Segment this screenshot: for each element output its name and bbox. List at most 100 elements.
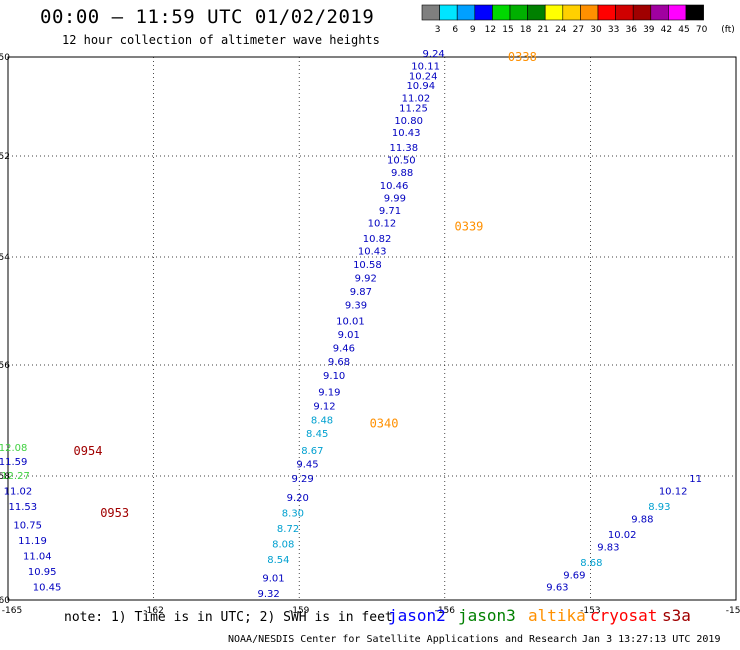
swh-value: 11.19 [18, 536, 47, 547]
y-tick-label: -56 [0, 361, 10, 371]
swh-value: 11.59 [0, 457, 27, 468]
pass-time-label: 0340 [370, 416, 399, 430]
swh-value: 9.63 [546, 583, 568, 594]
swh-value: 8.08 [272, 539, 294, 550]
swh-value: 9.88 [391, 168, 413, 179]
swh-value: 11.38 [389, 143, 418, 154]
swh-value: 11.02 [402, 94, 431, 105]
swh-value: 10.12 [368, 219, 397, 230]
swh-value: 11.53 [8, 502, 37, 513]
swh-value: 10.45 [33, 583, 62, 594]
swh-value: 11 [689, 474, 702, 485]
satellite-cryosat: cryosat [590, 606, 658, 625]
y-tick-label: -58 [0, 472, 10, 482]
swh-value: 9.68 [328, 357, 350, 368]
swh-value: 8.68 [580, 558, 602, 569]
swh-value: 10.75 [13, 521, 42, 532]
swh-value: 8.72 [277, 524, 299, 535]
satellite-jason2: jason2 [388, 606, 446, 625]
y-tick-label: -60 [0, 596, 10, 606]
legend-swatch-70 [685, 4, 704, 21]
swh-value: 10.80 [394, 116, 423, 127]
swh-value: 8.48 [311, 415, 333, 426]
swh-value: 10.95 [28, 567, 57, 578]
swh-value: 10.24 [409, 71, 438, 82]
legend-label-39: 39 [643, 25, 655, 35]
swh-points: 9.2410.1110.2410.9411.0211.2510.8010.431… [0, 49, 702, 600]
swh-value: 10.43 [358, 246, 387, 257]
map-frame [7, 56, 737, 601]
color-legend: 3 6 9 12 15 18 21 24 27 30 33 36 39 42 45 70 (ft) [421, 4, 735, 35]
swh-value: 9.29 [291, 474, 313, 485]
swh-value: 11.04 [23, 552, 52, 563]
x-tick-label: -165 [2, 606, 22, 616]
swh-value: 9.32 [258, 589, 280, 600]
generated-timestamp: Jan 3 13:27:13 UTC 2019 [582, 634, 721, 645]
y-tick-label: -52 [0, 152, 10, 162]
swh-value: 9.46 [333, 344, 355, 355]
legend-label-24: 24 [555, 25, 567, 35]
swh-value: 10.43 [392, 128, 421, 139]
pass-time-label: 0338 [508, 50, 537, 64]
swh-value: 11.25 [399, 103, 428, 114]
swh-value: 9.01 [262, 573, 284, 584]
legend-unit: (ft) [721, 25, 735, 35]
x-tick-label: -159 [289, 606, 310, 616]
swh-value: 8.45 [306, 429, 328, 440]
legend-label-9: 9 [470, 25, 476, 35]
credit-line: NOAA/NESDIS Center for Satellite Applica… [228, 634, 578, 645]
x-tick-label: -162 [143, 606, 163, 616]
swh-value: 9.39 [345, 300, 367, 311]
swh-value: 12.08 [0, 443, 27, 454]
legend-label-36: 36 [625, 25, 637, 35]
swh-value: 9.19 [318, 388, 340, 399]
grid-lines [8, 57, 736, 600]
satellite-s3a: s3a [662, 606, 691, 625]
legend-label-30: 30 [590, 25, 602, 35]
legend-label-21: 21 [537, 25, 548, 35]
legend-label-33: 33 [608, 25, 619, 35]
swh-value: 11.02 [4, 487, 33, 498]
pass-time-label: 0953 [100, 506, 129, 520]
swh-value: 10.94 [406, 81, 435, 92]
swh-value: 10.01 [336, 317, 365, 328]
legend-label-27: 27 [573, 25, 584, 35]
swh-value: 9.12 [313, 401, 335, 412]
swh-value: 10.11 [411, 61, 440, 72]
swh-value: 8.67 [301, 446, 323, 457]
legend-label-12: 12 [485, 25, 496, 35]
swh-value: 9.99 [384, 193, 406, 204]
legend-label-3: 3 [435, 25, 441, 35]
legend-label-70: 70 [696, 25, 708, 35]
swh-value: 8.30 [282, 508, 304, 519]
satellite-jason3: jason3 [458, 606, 516, 625]
legend-label-15: 15 [502, 25, 513, 35]
x-tick-label: -150 [726, 606, 740, 616]
x-tick-label: -153 [580, 606, 600, 616]
swh-value: 9.01 [338, 330, 360, 341]
map-title: 00:00 – 11:59 UTC 01/02/2019 [40, 6, 375, 28]
footer-note: note: 1) Time is in UTC; 2) SWH is in fe… [64, 610, 393, 625]
map-subtitle: 12 hour collection of altimeter wave hei… [62, 33, 380, 47]
swh-value: 12.27 [1, 471, 30, 482]
swh-value: 9.83 [597, 542, 619, 553]
pass-time-labels: 0338 0339 0340 0954 0953 [74, 50, 537, 520]
swh-value: 9.10 [323, 371, 345, 382]
swh-value: 10.82 [363, 234, 392, 245]
x-tick-label: -156 [435, 606, 456, 616]
swh-value: 10.50 [387, 156, 416, 167]
swh-value: 9.24 [423, 49, 445, 60]
legend-label-18: 18 [520, 25, 532, 35]
swh-value: 10.58 [353, 260, 382, 271]
swh-value: 9.20 [287, 493, 309, 504]
satellite-altika: altika [528, 606, 586, 625]
swh-value: 9.45 [296, 460, 318, 471]
pass-time-label: 0339 [455, 220, 484, 234]
swh-value: 8.93 [648, 502, 670, 513]
swh-value: 9.69 [563, 570, 585, 581]
swh-value: 10.02 [608, 530, 637, 541]
legend-label-6: 6 [452, 25, 458, 35]
swh-value: 9.92 [355, 273, 377, 284]
pass-time-label: 0954 [74, 444, 103, 458]
